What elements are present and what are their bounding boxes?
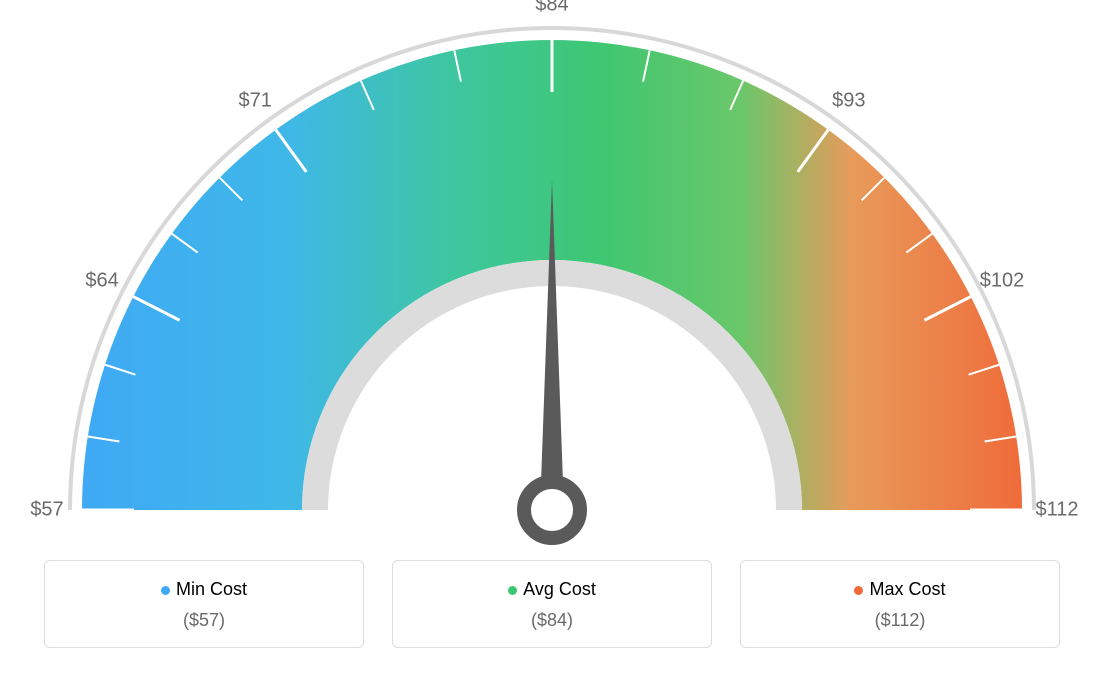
legend-dot-icon: [508, 586, 517, 595]
legend-row: Min Cost ($57) Avg Cost ($84) Max Cost (…: [0, 560, 1104, 648]
legend-value: ($112): [741, 610, 1059, 631]
legend-label: Min Cost: [176, 579, 247, 599]
legend-label: Avg Cost: [523, 579, 596, 599]
legend-value: ($84): [393, 610, 711, 631]
legend-card-max: Max Cost ($112): [740, 560, 1060, 648]
gauge-tick-label: $64: [85, 269, 118, 292]
gauge-tick-label: $102: [980, 269, 1025, 292]
gauge-tick-label: $112: [1035, 499, 1078, 522]
legend-title: Min Cost: [45, 579, 363, 600]
gauge-tick-label: $57: [30, 499, 63, 522]
gauge-chart: $57 $64 $71 $84 $93 $102 $112: [0, 0, 1104, 560]
legend-value: ($57): [45, 610, 363, 631]
gauge-tick-label: $93: [832, 90, 865, 113]
gauge-tick-label: $71: [238, 90, 271, 113]
legend-label: Max Cost: [869, 579, 945, 599]
legend-title: Avg Cost: [393, 579, 711, 600]
legend-dot-icon: [854, 586, 863, 595]
legend-card-avg: Avg Cost ($84): [392, 560, 712, 648]
gauge-svg: [0, 10, 1104, 570]
legend-dot-icon: [161, 586, 170, 595]
legend-title: Max Cost: [741, 579, 1059, 600]
legend-card-min: Min Cost ($57): [44, 560, 364, 648]
gauge-tick-label: $84: [535, 0, 568, 17]
